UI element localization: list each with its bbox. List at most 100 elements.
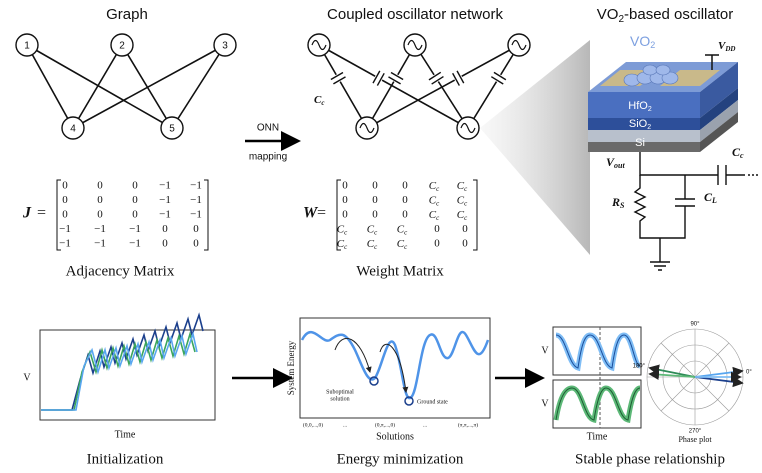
cl-label: CL (704, 190, 717, 205)
init-waveforms (41, 315, 203, 410)
matrix-cell: −1 (94, 238, 106, 250)
network-title: Coupled oscillator network (327, 6, 503, 23)
edge (319, 45, 367, 128)
matrix-cell: 0 (402, 180, 408, 192)
diagram: Graph Coupled oscillator network VO2-bas… (0, 0, 762, 473)
matrix-cell: Cc (429, 180, 440, 193)
matrix-cell: 0 (97, 180, 103, 192)
init-caption: Initialization (87, 451, 164, 467)
phase-y-label: V (541, 398, 549, 409)
init-x-label: Time (115, 429, 136, 440)
matrix-cell: Cc (429, 194, 440, 207)
matrix-cell: Cc (367, 223, 378, 236)
matrix-cell: 0 (62, 180, 68, 192)
matrix-cell: Cc (457, 194, 468, 207)
matrix-cell: 0 (434, 223, 440, 235)
polar-label: 90° (690, 322, 700, 328)
matrix-cell: −1 (190, 194, 202, 206)
edge (319, 45, 468, 128)
phase-y-label: V (541, 345, 549, 356)
init-plot-frame (40, 330, 215, 420)
weight-caption: Weight Matrix (356, 263, 444, 279)
energy-x-tick: (0,π,...,0) (375, 421, 395, 428)
rs-label: RS (611, 195, 625, 210)
matrix-cell: −1 (190, 209, 202, 221)
matrix-cell: −1 (94, 223, 106, 235)
matrix-cell: 0 (462, 238, 468, 250)
matrix-cell: 0 (342, 209, 348, 221)
matrix-cell: Cc (457, 209, 468, 222)
energy-x-label: Solutions (376, 431, 414, 442)
polar-label: 180° (633, 364, 646, 370)
vdd-label: VDD (718, 40, 735, 53)
matrix-cell: 0 (97, 209, 103, 221)
matrix-cell: Cc (397, 238, 408, 251)
energy-curve (302, 332, 488, 398)
phase-caption: Stable phase relationship (575, 451, 725, 467)
coupling-label: Cc (314, 94, 324, 107)
cc-label: Cc (732, 145, 744, 160)
matrix-cell: −1 (59, 223, 71, 235)
adjacency-caption: Adjacency Matrix (66, 263, 175, 279)
bracket (204, 180, 208, 250)
matrix-cell: Cc (337, 223, 348, 236)
circuit (635, 152, 760, 270)
matrix-cell: 0 (62, 209, 68, 221)
energy-x-tick: ... (343, 422, 348, 428)
matrix-cell: Cc (367, 238, 378, 251)
annotation: Suboptimal (326, 389, 354, 395)
matrix-symbol: J (22, 205, 32, 222)
matrix-cell: −1 (129, 223, 141, 235)
matrix-cell: 0 (193, 223, 199, 235)
descent-arrow (380, 344, 406, 392)
matrix-cell: Cc (337, 238, 348, 251)
node-label: 5 (169, 124, 175, 135)
graph: 1 2 3 4 5 (16, 34, 236, 139)
edge (172, 45, 225, 128)
bracket (473, 180, 477, 250)
matrix-cell: −1 (129, 238, 141, 250)
node-label: 4 (70, 124, 76, 135)
node-label: 3 (222, 41, 228, 52)
matrix-cell: 0 (372, 209, 378, 221)
matrix-cell: 0 (162, 238, 168, 250)
init-y-label: V (23, 372, 31, 383)
node-label: 1 (24, 41, 30, 52)
matrix-cell: Cc (429, 209, 440, 222)
matrix-cell: −1 (159, 194, 171, 206)
mapping-bottom: mapping (249, 152, 287, 163)
phase-wave (556, 335, 640, 368)
energy-y-label: System Energy (286, 340, 296, 395)
energy-x-tick: ... (423, 422, 428, 428)
matrix-cell: 0 (434, 238, 440, 250)
matrix-cell: 0 (193, 238, 199, 250)
energy-caption: Energy minimization (337, 451, 464, 467)
matrix-cell: 0 (132, 194, 138, 206)
polar-label: 0° (746, 370, 752, 376)
energy-x-tick: (π,π,...,π) (458, 421, 478, 428)
vo2-device (588, 55, 738, 152)
matrix-cell: 0 (372, 180, 378, 192)
vout-label: Vout (606, 155, 625, 170)
polar-label: 270° (689, 429, 702, 435)
matrix-cell: Cc (457, 180, 468, 193)
matrix-cell: Cc (397, 223, 408, 236)
energy-x-tick: (0,0,...,0) (303, 421, 323, 428)
matrix-cell: 0 (372, 194, 378, 206)
zoom-wedge (480, 40, 590, 255)
matrix-cell: −1 (159, 209, 171, 221)
mapping-top: ONN (257, 123, 279, 134)
matrix-cell: −1 (190, 180, 202, 192)
matrix-cell: −1 (159, 180, 171, 192)
polar-title: Phase plot (678, 435, 712, 444)
si-label: Si (635, 137, 645, 149)
node-label: 2 (119, 41, 125, 52)
matrix-cell: 0 (62, 194, 68, 206)
matrix-cell: 0 (342, 180, 348, 192)
polar-vectors (650, 368, 742, 383)
matrix-cell: 0 (402, 209, 408, 221)
matrix-cell: 0 (342, 194, 348, 206)
phase-x-label: Time (587, 431, 608, 442)
edge (122, 45, 172, 128)
